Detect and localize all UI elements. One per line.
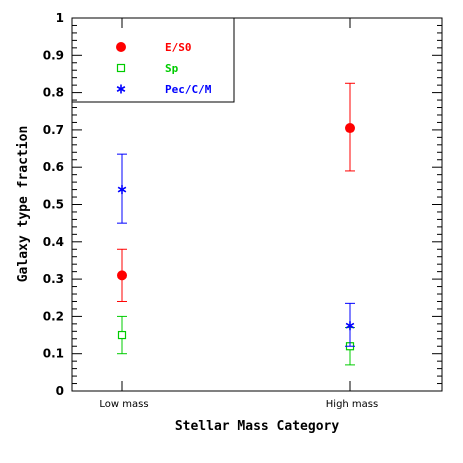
data-point [117, 185, 127, 195]
marker-circle [345, 123, 355, 134]
y-tick-label: 0.9 [43, 48, 64, 62]
legend-box [72, 18, 235, 103]
x-tick-label: Low mass [99, 399, 148, 410]
marker-asterisk-stroke [117, 186, 127, 193]
series-pec-c-m [117, 153, 355, 347]
legend: E/S0 Sp Pec/C/M [116, 41, 212, 96]
x-tick-label: High mass [326, 399, 378, 410]
y-tick-label: 0.6 [43, 160, 64, 174]
legend-label: Pec/C/M [165, 83, 212, 96]
x-axis: Low mass High mass [99, 18, 378, 410]
marker-circle [117, 270, 127, 281]
y-tick-label: 0.2 [43, 309, 64, 323]
y-tick-label: 0.1 [43, 347, 64, 361]
marker-square [117, 330, 127, 340]
x-axis-title: Stellar Mass Category [175, 419, 340, 434]
y-tick-label: 1 [56, 11, 64, 25]
y-tick-label: 0.3 [43, 272, 64, 286]
legend-entry: E/S0 [116, 41, 192, 54]
series-sp [117, 315, 355, 366]
marker-asterisk-stroke [116, 86, 126, 92]
data-point [117, 330, 127, 340]
y-tick-label: 0.5 [43, 198, 64, 212]
legend-label: Sp [165, 62, 179, 75]
y-axis: 0 0.1 0.2 0.3 0.4 0.5 0.6 0.7 0.8 0.9 1 [43, 11, 442, 398]
y-tick-label: 0.7 [43, 123, 64, 137]
marker-square [116, 63, 126, 73]
y-tick-label: 0 [56, 384, 64, 398]
series-e-s0 [117, 82, 355, 302]
legend-entry: Sp [116, 62, 179, 75]
y-axis-title: Galaxy type fraction [16, 126, 31, 283]
data-layer [117, 82, 355, 366]
plot-frame [71, 17, 443, 392]
y-tick-label: 0.4 [43, 235, 64, 249]
y-tick-label: 0.8 [43, 86, 64, 100]
marker-asterisk-stroke [345, 322, 355, 329]
marker-circle [116, 42, 126, 52]
data-point [345, 321, 355, 331]
data-point [345, 123, 355, 134]
legend-label: E/S0 [165, 41, 192, 54]
data-point [117, 270, 127, 281]
legend-entry: Pec/C/M [116, 83, 212, 96]
